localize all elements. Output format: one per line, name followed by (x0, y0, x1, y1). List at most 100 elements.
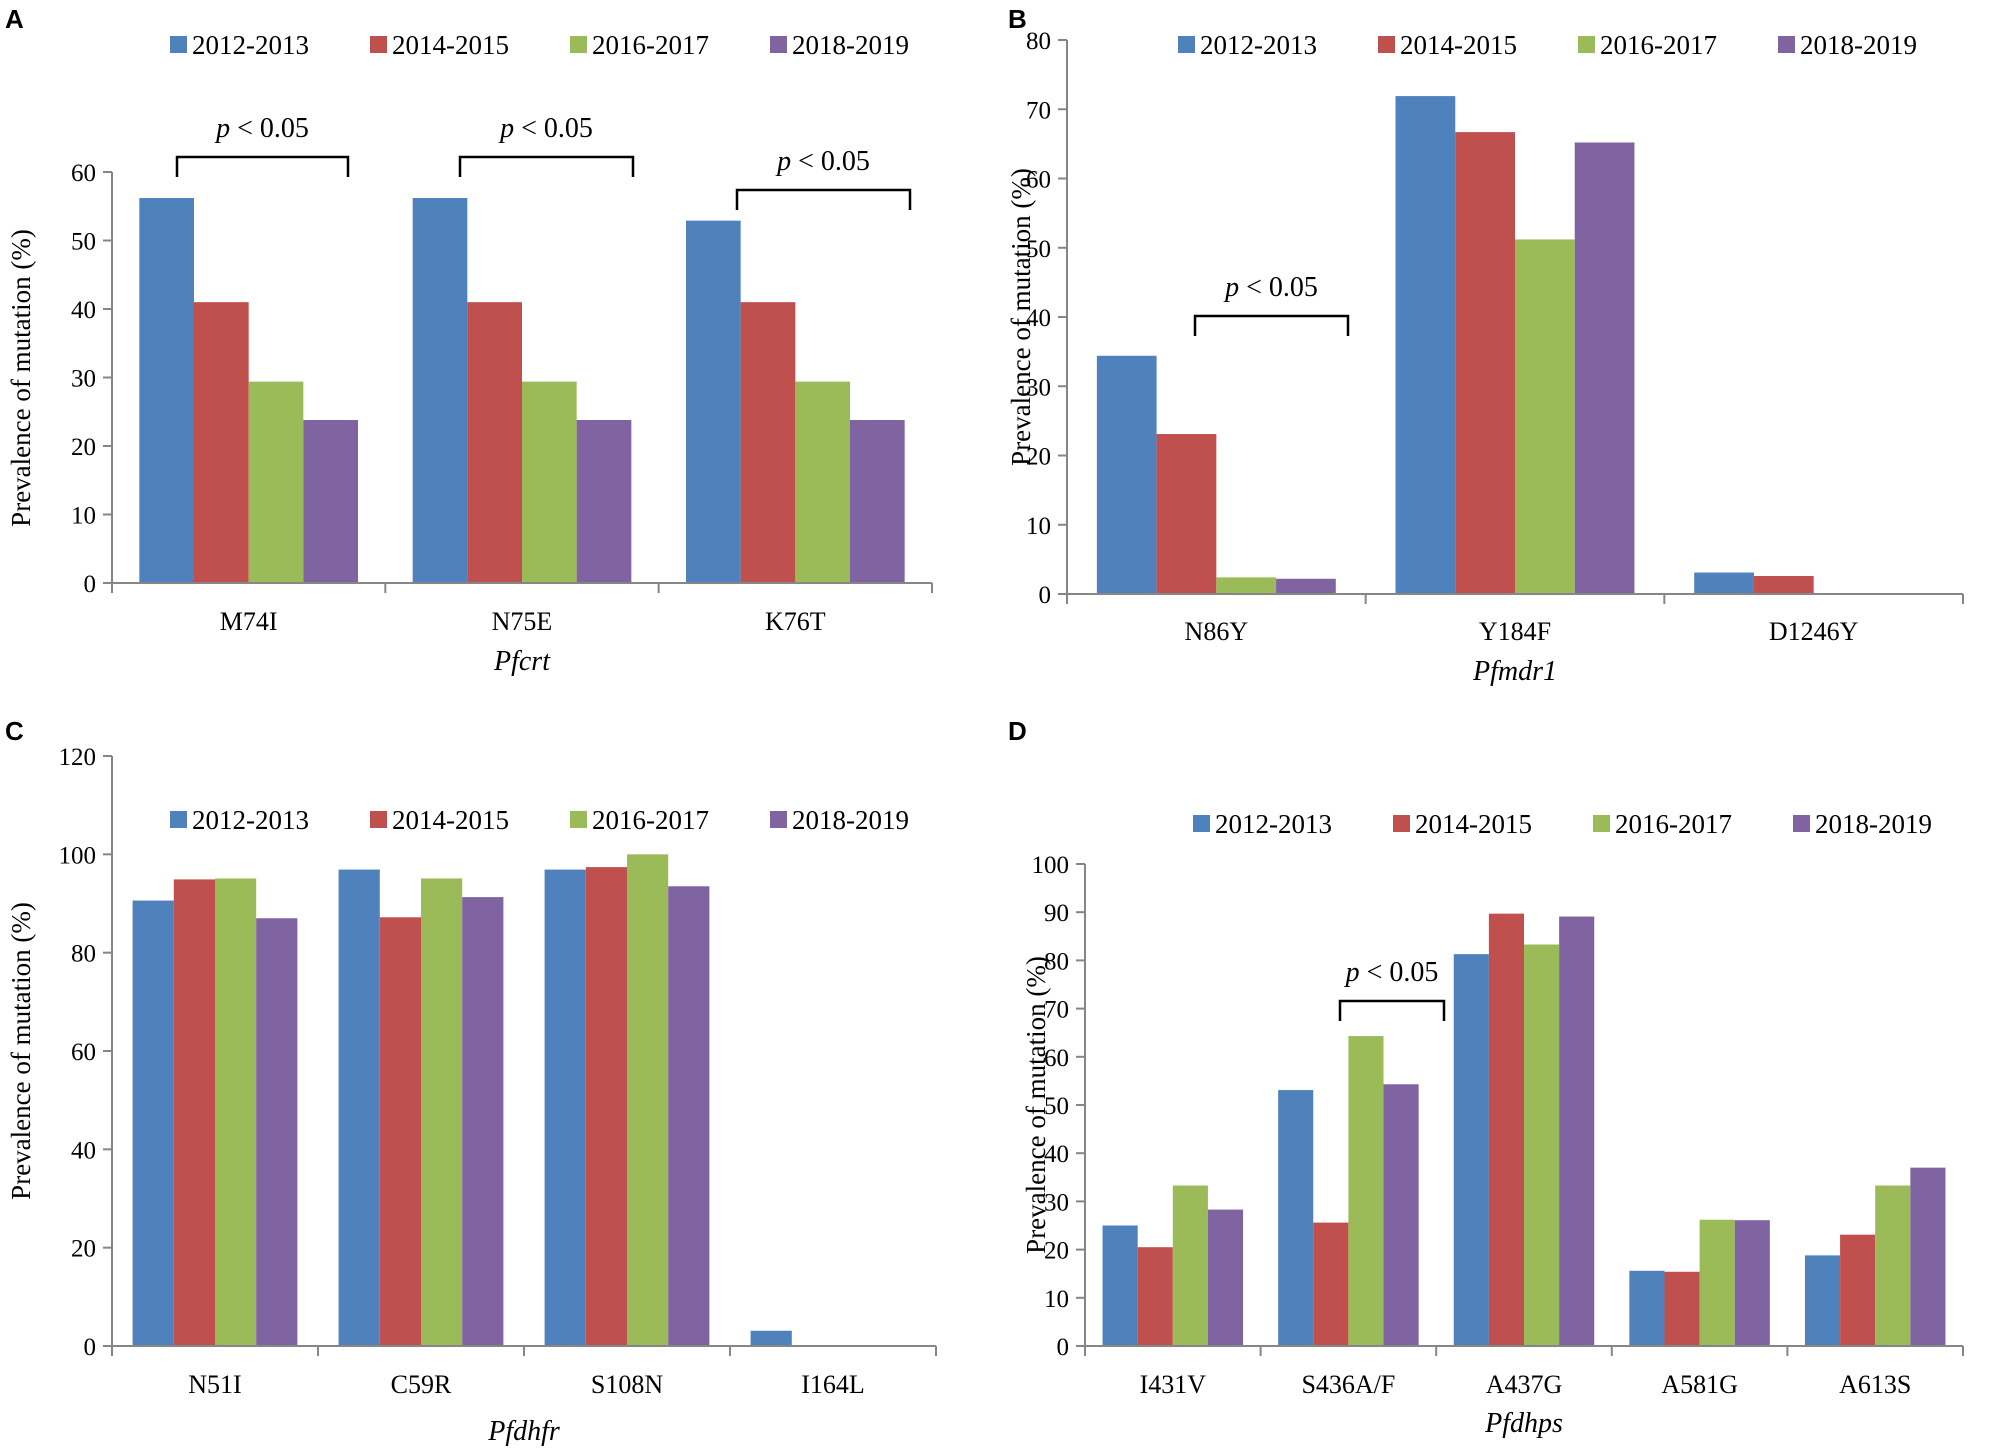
panel-a-significance-label: p < 0.05 (775, 146, 870, 177)
panel-d-ytick-label: 30 (1044, 1189, 1069, 1216)
panel-c-category-label: C59R (391, 1370, 452, 1399)
panel-d-ytick-label: 80 (1044, 948, 1069, 975)
panel-d-significance-label: p < 0.05 (1344, 957, 1439, 988)
panel-d-bar-a437g-2014-2015 (1488, 913, 1524, 1346)
panel-d-bar-a613s-2018-2019 (1910, 1167, 1946, 1346)
panel-d-bar-s436af-2014-2015 (1313, 1222, 1349, 1346)
panel-b-legend-label: 2012-2013 (1200, 30, 1317, 60)
panel-a-y-axis-title: Prevalence of mutation (%) (6, 229, 36, 527)
panel-a-significance-bracket (458, 155, 635, 177)
panel-c-bar-n51i-2012-2013 (132, 900, 174, 1346)
panel-d-letter: D (1008, 716, 1027, 746)
panel-d-bar-s436af-2018-2019 (1383, 1084, 1419, 1346)
panel-b-legend-swatch (1378, 36, 1395, 53)
panel-a-legend-label: 2018-2019 (792, 30, 909, 60)
panel-b-x-axis-title: Pfmdr1 (1472, 656, 1557, 687)
panel-a-bar-n75e-2016-2017 (522, 381, 577, 583)
panel-d-ytick-label: 90 (1044, 900, 1069, 927)
panel-d-bar-a613s-2012-2013 (1804, 1255, 1841, 1346)
panel-d-bar-i431v-2012-2013 (1102, 1225, 1138, 1346)
panel-a-significance-label: p < 0.05 (498, 113, 593, 144)
panel-c-category-label: I164L (801, 1370, 865, 1399)
panel-d-ytick-label: 0 (1057, 1334, 1070, 1361)
panel-a-legend-swatch (770, 36, 787, 53)
panel-c-category-label: S108N (591, 1370, 663, 1399)
panel-c-legend-swatch (170, 811, 187, 828)
panel-c-ytick-label: 100 (59, 842, 97, 869)
panel-d-legend-swatch (1793, 815, 1810, 832)
panel-d-chart: D 0 10 20 30 40 50 60 70 80 90 100 I431V S436A/F A437G… (1008, 716, 1964, 1439)
panel-b-chart: B 0 10 20 30 40 50 60 70 80 N86Y Y184F D1246Y Pfmdr1 P… (1006, 4, 1964, 687)
panel-a-category-label: N75E (492, 607, 553, 636)
panel-b-bar-d1246y-2014-2015 (1753, 575, 1814, 594)
panel-b-ytick-label: 0 (1039, 582, 1052, 609)
panel-b-ytick-label: 40 (1026, 305, 1051, 332)
panel-b-category-label: N86Y (1185, 617, 1249, 646)
panel-a-letter: A (5, 4, 24, 34)
panel-b-significance-bracket (1193, 314, 1350, 336)
panel-b-category-label: D1246Y (1769, 617, 1859, 646)
panel-d-ytick-label: 100 (1032, 852, 1070, 879)
panel-a-chart: A 0 10 20 30 40 50 60 M74I N75E K76T Pfcrt Prevalenc… (5, 4, 933, 677)
panel-d-bar-i431v-2016-2017 (1172, 1185, 1208, 1346)
panel-b-legend-label: 2018-2019 (1800, 30, 1917, 60)
panel-b-category-label: Y184F (1479, 617, 1551, 646)
panel-a-bar-m74i-2014-2015 (194, 302, 249, 583)
panel-a-legend-label: 2016-2017 (592, 30, 709, 60)
panel-d-y-axis-title: Prevalence of mutation (%) (1021, 956, 1051, 1254)
panel-c-bar-s108n-2018-2019 (668, 886, 710, 1346)
panel-a-legend-swatch (570, 36, 587, 53)
panel-d-legend-swatch (1393, 815, 1410, 832)
panel-d-category-label: S436A/F (1301, 1370, 1395, 1399)
panel-a-category-label: M74I (220, 607, 278, 636)
panel-a-bar-m74i-2016-2017 (248, 381, 304, 583)
panel-c-bar-c59r-2012-2013 (338, 869, 380, 1346)
panel-b-ytick-label: 10 (1026, 513, 1051, 540)
panel-a-ytick-label: 40 (71, 297, 96, 324)
panel-d-category-label: A581G (1661, 1370, 1738, 1399)
panel-d-bar-a581g-2014-2015 (1664, 1271, 1700, 1346)
panel-d-bar-a613s-2014-2015 (1840, 1234, 1876, 1346)
panel-d-category-label: A613S (1839, 1370, 1911, 1399)
panel-d-bar-a581g-2016-2017 (1699, 1219, 1735, 1346)
panel-d-ytick-label: 60 (1044, 1045, 1069, 1072)
panel-b-letter: B (1008, 4, 1027, 34)
panel-a-significance-label: p < 0.05 (214, 113, 309, 144)
panel-a-ytick-label: 0 (84, 571, 97, 598)
panel-c-legend-swatch (570, 811, 587, 828)
panel-d-bar-i431v-2018-2019 (1207, 1209, 1244, 1346)
panel-c-category-label: N51I (188, 1370, 241, 1399)
panel-a-ytick-label: 20 (71, 434, 96, 461)
panel-c-bar-n51i-2014-2015 (173, 879, 215, 1346)
panel-b-legend-swatch (1778, 36, 1795, 53)
panel-a-ytick-label: 50 (71, 229, 96, 256)
panel-c-x-axis-title: Pfdhfr (487, 1416, 560, 1447)
panel-d-ytick-label: 40 (1044, 1141, 1069, 1168)
panel-d-legend-swatch (1193, 815, 1210, 832)
panel-a-legend-swatch (170, 36, 187, 53)
panel-b-ytick-label: 50 (1026, 236, 1051, 263)
panel-b-y-axis-title: Prevalence of mutation (%) (1006, 168, 1036, 466)
panel-c-bar-s108n-2012-2013 (544, 869, 586, 1346)
panel-b-bar-n86y-2012-2013 (1096, 355, 1157, 594)
panel-c-ytick-label: 60 (71, 1039, 96, 1066)
panel-c-chart: C 0 20 40 60 80 100 120 N51I C59R S108N I164L Pfdhfr… (5, 716, 937, 1447)
panel-a-bar-m74i-2012-2013 (139, 198, 194, 583)
panel-a-category-label: K76T (765, 607, 826, 636)
panel-b-ytick-label: 20 (1026, 444, 1051, 471)
panel-b-bar-y184f-2016-2017 (1515, 239, 1575, 594)
panel-d-bar-a581g-2012-2013 (1629, 1270, 1665, 1346)
panel-d-bar-a437g-2016-2017 (1524, 944, 1560, 1346)
panel-c-ytick-label: 40 (71, 1137, 96, 1164)
panel-d-category-label: I431V (1140, 1370, 1207, 1399)
panel-d-bar-s436af-2016-2017 (1348, 1036, 1384, 1346)
panel-d-bar-s436af-2012-2013 (1278, 1090, 1314, 1346)
panel-a-bar-k76t-2012-2013 (686, 220, 741, 583)
panel-a-bar-n75e-2018-2019 (576, 419, 632, 583)
panel-d-bar-a437g-2012-2013 (1453, 954, 1489, 1346)
panel-a-bar-k76t-2014-2015 (740, 302, 796, 583)
panel-a-bar-n75e-2014-2015 (467, 302, 522, 583)
panel-c-legend-label: 2016-2017 (592, 805, 709, 835)
panel-b-bar-n86y-2018-2019 (1276, 578, 1336, 594)
panel-b-bar-d1246y-2012-2013 (1694, 572, 1754, 594)
